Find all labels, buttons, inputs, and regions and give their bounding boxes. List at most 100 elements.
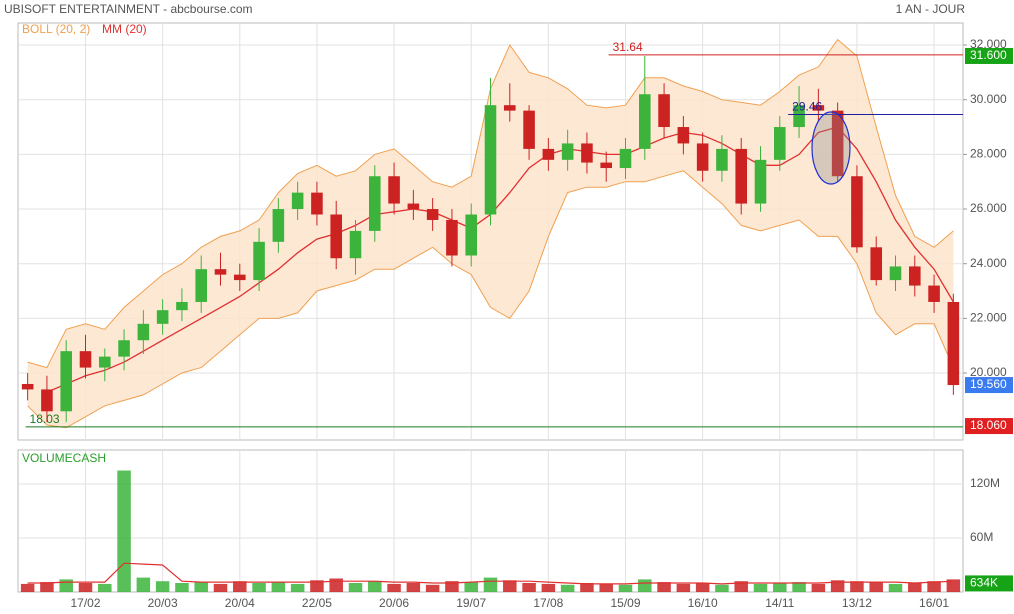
candle-body [735, 148, 747, 204]
candle-body [60, 351, 72, 412]
x-tick-label: 15/09 [610, 596, 640, 610]
volume-bar [425, 584, 440, 592]
volume-bar [213, 583, 228, 592]
candles [20, 55, 961, 592]
volume-bar [599, 583, 613, 592]
legend-ma: MM (20) [102, 22, 147, 36]
volume-bar [406, 583, 421, 592]
candle-body [253, 241, 265, 281]
volume-bar [252, 583, 266, 592]
price-badge [965, 418, 1013, 435]
candle-body [774, 127, 786, 160]
y-tick-label: 26.000 [970, 201, 1007, 215]
x-tick-label: 20/04 [225, 596, 255, 610]
volume-bar [773, 583, 787, 592]
volume-bar [638, 579, 652, 592]
candle-body [619, 148, 632, 169]
level-label: 31.64 [613, 40, 643, 54]
candle-body [234, 274, 246, 281]
volume-bar [271, 582, 286, 592]
axes: 20.000 22.000 24.000 26.000 28.000 30.000 32.0… [70, 37, 1013, 610]
candle-body [195, 269, 207, 302]
volume-bar [560, 584, 575, 592]
y-tick-label: 20.000 [970, 365, 1007, 379]
candle-body [311, 192, 323, 215]
candle-body [947, 301, 960, 386]
x-tick-label: 19/07 [456, 596, 486, 610]
volume-bar [753, 583, 768, 592]
volume-bar [40, 582, 54, 592]
candle-body [426, 209, 439, 220]
volume-bar [734, 581, 748, 592]
volume-bar [927, 581, 941, 592]
candle-body [137, 323, 150, 341]
volume-bar [348, 583, 363, 592]
volume-bar [329, 578, 343, 592]
volume-bar [869, 582, 883, 592]
levels: 31.64 29.46 18.03 [25, 40, 963, 428]
candle-body [349, 230, 362, 259]
candle-body [658, 94, 670, 128]
x-tick-label: 20/03 [148, 596, 178, 610]
price-badge [965, 377, 1013, 394]
candle-body [831, 110, 844, 177]
candle-body [41, 389, 53, 412]
chart-subtitle: 1 AN - JOUR [896, 2, 966, 16]
y-tick-label: 30.000 [970, 92, 1007, 106]
candle-body [851, 176, 863, 248]
level-label: 18.03 [30, 412, 60, 426]
legend-boll: BOLL (20, 2) [22, 22, 90, 36]
candle-body [581, 143, 593, 163]
volume-bar [908, 583, 922, 592]
y-tick-label: 24.000 [970, 256, 1007, 270]
volume-bar [503, 580, 517, 592]
volume-bar [194, 582, 208, 592]
volume-bar [946, 579, 961, 592]
volume-bar [368, 581, 382, 592]
x-tick-label: 17/08 [533, 596, 563, 610]
candle-body [272, 209, 285, 242]
price-badge-label: 31.600 [970, 48, 1007, 62]
volume-bar [136, 577, 151, 592]
price-frame [17, 22, 964, 441]
volume-bar [715, 584, 729, 592]
volume-bar [233, 581, 247, 592]
volume-bar [888, 583, 903, 592]
ma-line [46, 126, 954, 393]
candle-body [156, 310, 169, 324]
volume-bar [695, 583, 710, 592]
candle-body [388, 176, 400, 204]
volume-ma-line [27, 562, 954, 585]
price-badge-label: 19.560 [970, 377, 1007, 391]
x-tick-label: 20/06 [379, 596, 409, 610]
candle-body [600, 162, 612, 169]
volume-bar [59, 579, 73, 592]
x-tick-label: 16/01 [919, 596, 949, 610]
candle-body [407, 203, 420, 210]
level-label: 29.46 [792, 100, 822, 114]
x-tick-label: 22/05 [302, 596, 332, 610]
chart-title: UBISOFT ENTERTAINMENT - abcbourse.com [4, 2, 253, 16]
band-lower [27, 170, 954, 429]
y-tick-label: 32.000 [970, 37, 1007, 51]
candle-body [21, 383, 34, 390]
volume-bar [175, 583, 189, 592]
y-tick-label: 22.000 [970, 311, 1007, 325]
price-badge-label: 634K [970, 576, 998, 590]
x-tick-label: 13/12 [842, 596, 872, 610]
candle-body [928, 285, 940, 302]
volume-bar [464, 582, 478, 592]
highlight-ellipse [811, 111, 851, 185]
volume-bar [20, 583, 35, 592]
candle-body [909, 266, 921, 286]
volume-title: VOLUMECASH [22, 451, 106, 465]
candle-body [330, 214, 342, 259]
candle-body [79, 351, 92, 368]
volume-bar [155, 581, 170, 592]
volume-bar [78, 583, 93, 592]
candle-body [369, 176, 381, 231]
price-badge [965, 575, 1013, 592]
candle-body [542, 148, 555, 160]
candle-body [812, 105, 825, 111]
